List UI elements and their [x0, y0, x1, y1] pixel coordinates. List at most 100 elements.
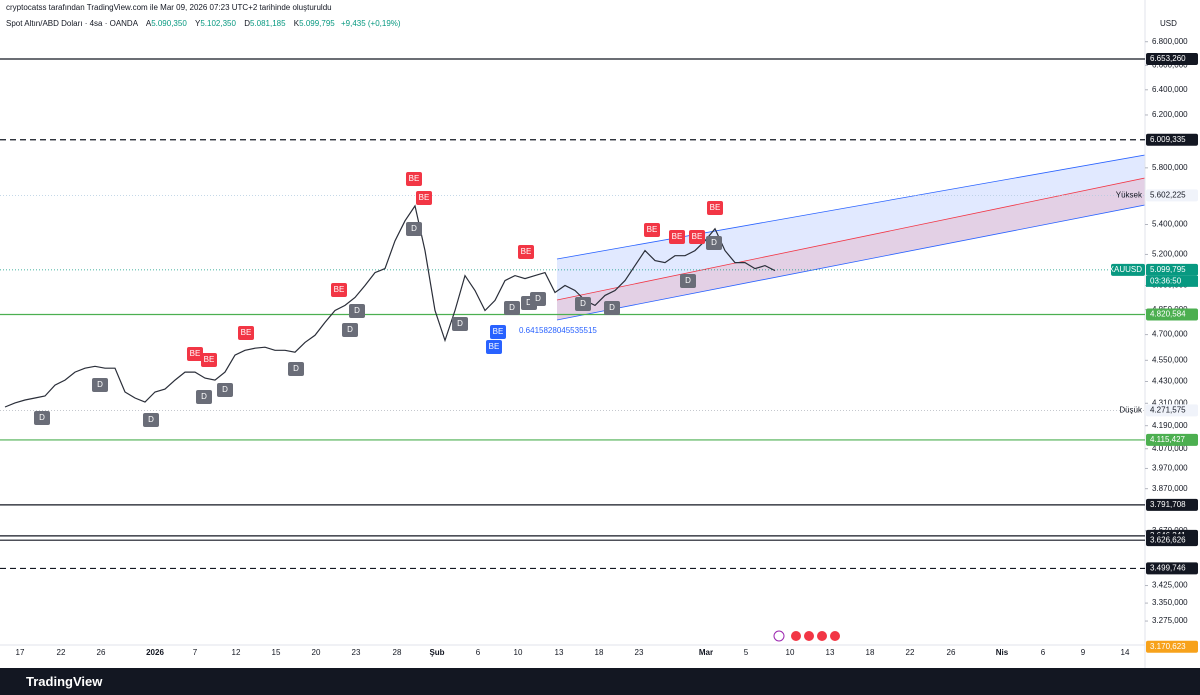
channel-fill-lower — [557, 178, 1145, 320]
signal-label: BE — [204, 355, 215, 364]
x-tick-label: 22 — [57, 648, 66, 657]
level-name: Yüksek — [1116, 190, 1143, 199]
signal-label: BE — [493, 327, 504, 336]
x-tick-label: 13 — [826, 648, 835, 657]
signal-marker — [707, 201, 723, 215]
brand: TradingView — [26, 674, 103, 689]
y-tick-label: 4.430,000 — [1152, 377, 1188, 386]
symbol-info: Spot Altın/ABD Doları · 4sa · OANDA A5.0… — [6, 19, 401, 28]
signal-marker — [331, 283, 347, 297]
ohlc-value: 5.090,350 — [151, 19, 187, 28]
signal-marker — [518, 245, 534, 259]
signal-label: BE — [190, 349, 201, 358]
signal-label: D — [609, 303, 615, 312]
x-tick-label: 6 — [1041, 648, 1046, 657]
x-tick-label: 2026 — [146, 648, 164, 657]
footer: TradingView — [0, 668, 1200, 695]
x-tick-label: 23 — [635, 648, 644, 657]
signal-label: D — [526, 298, 532, 307]
x-tick-label: 20 — [312, 648, 321, 657]
x-tick-label: 5 — [744, 648, 749, 657]
x-tick-label: 22 — [906, 648, 915, 657]
price-label: 5.602,225 — [1150, 190, 1186, 199]
ohlc-value: 5.102,350 — [200, 19, 236, 28]
ohlc-value: 5.099,795 — [299, 19, 335, 28]
price-label: 3.791,708 — [1150, 500, 1186, 509]
x-tick-label: 15 — [272, 648, 281, 657]
chart: USD 0.6415828045535515 6.800,0006.600,00… — [0, 0, 1198, 668]
signal-label: BE — [692, 232, 703, 241]
y-tick-label: 4.310,000 — [1152, 398, 1188, 407]
signal-label: D — [535, 294, 541, 303]
signal-marker — [706, 236, 722, 250]
toolbar-icons — [773, 630, 840, 642]
signal-marker — [238, 326, 254, 340]
x-tick-label: 14 — [1121, 648, 1130, 657]
signal-marker — [490, 325, 506, 339]
signal-marker — [217, 383, 233, 397]
y-tick-label: 3.870,000 — [1152, 484, 1188, 493]
icon — [830, 631, 840, 641]
y-tick-label: 5.800,000 — [1152, 163, 1188, 172]
y-tick-label: 3.350,000 — [1152, 598, 1188, 607]
price-label: 3.626,626 — [1150, 535, 1186, 544]
price-label: 4.115,427 — [1150, 435, 1186, 444]
x-tick-label: 10 — [786, 648, 795, 657]
signal-marker — [92, 378, 108, 392]
price-label: 4.820,584 — [1150, 310, 1186, 319]
channel-mid-line — [556, 177, 1146, 301]
signal-marker — [680, 274, 696, 288]
y-tick-label: 3.425,000 — [1152, 581, 1188, 590]
y-tick-label: 3.970,000 — [1152, 464, 1188, 473]
signal-label: D — [509, 303, 515, 312]
icon — [773, 630, 785, 642]
icon — [791, 631, 801, 641]
signal-label: D — [580, 299, 586, 308]
y-tick-label: 3.275,000 — [1152, 616, 1188, 625]
ohlc-label: K — [293, 19, 300, 28]
signal-label: D — [354, 306, 360, 315]
signal-label: D — [148, 415, 154, 424]
signal-marker — [143, 413, 159, 427]
y-tick-label: 4.070,000 — [1152, 444, 1188, 453]
signal-label: BE — [419, 193, 430, 202]
signal-label: BE — [672, 232, 683, 241]
price-label: 6.009,335 — [1150, 135, 1186, 144]
signal-marker — [342, 323, 358, 337]
signal-marker — [669, 230, 685, 244]
signal-label: BE — [241, 328, 252, 337]
symbol: Spot Altın/ABD Doları · 4sa · OANDA — [6, 19, 138, 28]
signal-marker — [288, 362, 304, 376]
x-tick-label: 18 — [595, 648, 604, 657]
signal-label: D — [685, 276, 691, 285]
signal-label: D — [39, 413, 45, 422]
signal-label: BE — [489, 342, 500, 351]
signal-label: BE — [521, 247, 532, 256]
y-tick-label: 5.400,000 — [1152, 220, 1188, 229]
signal-label: BE — [409, 174, 420, 183]
price-line — [4, 204, 776, 408]
price-label-box — [1146, 263, 1198, 276]
signal-label: D — [201, 392, 207, 401]
channel-line — [556, 204, 1146, 321]
signal-label: D — [222, 385, 228, 394]
signal-marker — [196, 390, 212, 404]
price-label-box — [1146, 534, 1198, 547]
signal-marker — [406, 172, 422, 186]
signal-label: D — [411, 224, 417, 233]
price-label-box — [1146, 433, 1198, 446]
x-tick-label: 28 — [393, 648, 402, 657]
price-label-box — [1146, 640, 1198, 653]
x-tick-label: 6 — [476, 648, 481, 657]
signal-label: D — [457, 319, 463, 328]
signal-marker — [201, 353, 217, 367]
signal-marker — [504, 301, 520, 315]
x-tick-label: 13 — [555, 648, 564, 657]
x-tick-label: 26 — [97, 648, 106, 657]
y-tick-label: 5.200,000 — [1152, 250, 1188, 259]
price-label: 3.170,623 — [1150, 642, 1186, 651]
price-label: 5.099,795 — [1150, 265, 1186, 274]
signal-marker — [406, 222, 422, 236]
level-name: XAUUSD — [1109, 265, 1143, 274]
price-label-box — [1146, 404, 1198, 417]
